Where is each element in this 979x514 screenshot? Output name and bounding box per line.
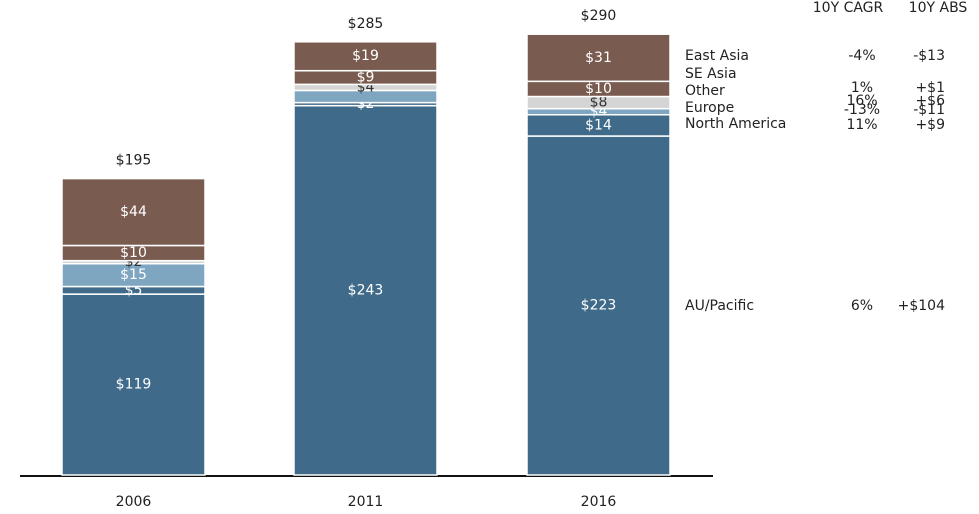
legend-label: SE Asia xyxy=(685,66,737,82)
total-label: $285 xyxy=(348,16,384,32)
data-label: $19 xyxy=(352,48,379,64)
legend-label: AU/Pacific xyxy=(685,298,754,314)
cagr-value: -13% xyxy=(844,102,880,118)
data-label: $44 xyxy=(120,204,147,220)
legend-label: East Asia xyxy=(685,48,749,64)
data-label: $8 xyxy=(590,95,608,111)
table-header: 10Y CAGR xyxy=(813,0,884,16)
cagr-value: 6% xyxy=(851,298,873,314)
data-label: $223 xyxy=(581,298,617,314)
cagr-value: -4% xyxy=(848,48,875,64)
bar-segment xyxy=(526,135,671,476)
table-header: 10Y ABS xyxy=(909,0,968,16)
abs-value: -$13 xyxy=(913,48,945,64)
data-label: $31 xyxy=(585,50,612,66)
bar-segment xyxy=(293,104,438,476)
data-label: $10 xyxy=(585,81,612,97)
total-label: $195 xyxy=(116,153,152,169)
x-tick-label: 2006 xyxy=(116,494,152,510)
data-label: $14 xyxy=(585,117,612,133)
abs-value: +$9 xyxy=(915,117,945,133)
cagr-value: 11% xyxy=(846,117,877,133)
x-tick-label: 2011 xyxy=(348,494,384,510)
x-tick-label: 2016 xyxy=(581,494,617,510)
data-label: $15 xyxy=(120,267,147,283)
bar-segment xyxy=(61,177,206,247)
abs-value: -$11 xyxy=(913,102,945,118)
abs-value: +$6 xyxy=(915,93,945,109)
legend-label: North America xyxy=(685,116,786,132)
abs-value: +$104 xyxy=(898,298,945,314)
data-label: $9 xyxy=(357,70,375,86)
abs-value: +$1 xyxy=(915,80,945,96)
cagr-value: 1% xyxy=(851,80,873,96)
data-label: $243 xyxy=(348,282,384,298)
bar-segment xyxy=(61,293,206,476)
legend-label: Europe xyxy=(685,100,734,116)
bar-segment xyxy=(293,41,438,72)
legend-label: Other xyxy=(685,83,725,99)
cagr-value: 16% xyxy=(846,93,877,109)
total-label: $290 xyxy=(581,8,617,24)
data-label: $10 xyxy=(120,245,147,261)
data-label: $119 xyxy=(116,377,152,393)
bar-segment xyxy=(526,33,671,83)
